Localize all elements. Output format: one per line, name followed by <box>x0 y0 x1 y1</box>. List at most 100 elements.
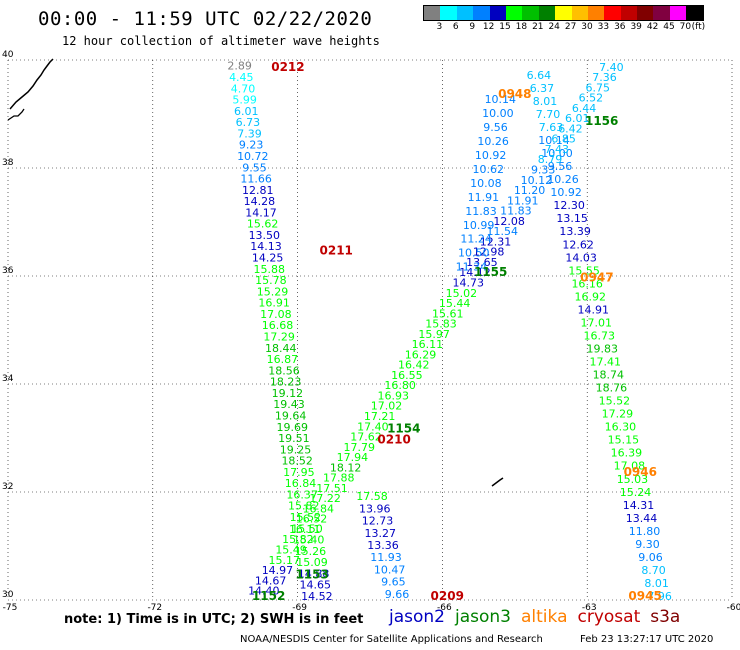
wave-height-value: 14.65 <box>300 579 332 592</box>
wave-height-value: 11.91 <box>507 194 539 207</box>
legend-tick-label: 15 <box>499 22 511 32</box>
wave-height-value: 16.29 <box>405 348 437 361</box>
generation-timestamp: Feb 23 13:27:17 UTC 2020 <box>580 634 714 645</box>
satellite-label-s3a: s3a <box>650 607 681 627</box>
wave-height-value: 11.80 <box>629 525 661 538</box>
legend-tick-label: 24 <box>548 22 560 32</box>
wave-height-value: 17.41 <box>590 356 622 369</box>
wave-height-value: 16.68 <box>262 319 294 332</box>
wave-height-value: 9.33 <box>531 164 556 177</box>
island-bermuda <box>491 477 504 487</box>
wave-height-value: 8.01 <box>644 577 669 590</box>
wave-height-value: 18.52 <box>281 455 313 468</box>
wave-height-value: 14.97 <box>262 564 294 577</box>
wave-height-value: 14.67 <box>255 574 287 587</box>
legend-tick-label: 18 <box>515 22 528 32</box>
legend-tick-label: 21 <box>532 22 544 32</box>
wave-height-value: 19.69 <box>277 421 309 434</box>
wave-height-value: 7.63 <box>539 121 564 134</box>
wave-height-value: 13.50 <box>249 229 281 242</box>
pass-time-label: 0946 <box>624 465 657 479</box>
wave-height-value: 8.79 <box>538 153 563 166</box>
wave-height-value: 18.56 <box>268 364 300 377</box>
wave-height-value: 15.82 <box>288 500 320 513</box>
wave-height-value: 10.72 <box>237 150 269 163</box>
color-legend-bar <box>423 5 704 21</box>
wave-height-value: 11.66 <box>240 173 272 186</box>
legend-swatch <box>637 6 654 20</box>
wave-height-value: 15.40 <box>293 534 325 547</box>
legend-swatch <box>587 6 605 20</box>
wave-height-value: 17.62 <box>350 431 382 444</box>
wave-height-value: 11.34 <box>456 261 488 274</box>
wave-height-value: 16.11 <box>289 523 321 536</box>
y-tick-label: 36 <box>2 266 14 276</box>
wave-height-value: 17.08 <box>614 460 646 473</box>
legend-unit: (ft) <box>691 22 706 32</box>
wave-height-value: 6.64 <box>527 69 552 82</box>
wave-height-value: 16.73 <box>584 329 616 342</box>
wave-height-value: 14.91 <box>577 303 609 316</box>
wave-height-value: 10.62 <box>473 163 505 176</box>
wave-height-value: 14.13 <box>250 240 282 253</box>
wave-height-value: 17.95 <box>283 466 315 479</box>
wave-height-value: 19.51 <box>278 432 310 445</box>
wave-height-value: 14.88 <box>298 567 330 580</box>
wave-height-value: 11.54 <box>487 225 519 238</box>
wave-height-value: 6.37 <box>530 82 555 95</box>
wave-height-value: 15.15 <box>608 434 640 447</box>
legend-swatch <box>604 6 621 20</box>
wave-height-value: 14.73 <box>452 276 484 289</box>
wave-height-value: 5.99 <box>232 94 257 107</box>
wave-height-value: 6.44 <box>572 102 597 115</box>
wave-height-value: 17.88 <box>323 472 355 485</box>
wave-height-value: 11.83 <box>465 205 497 218</box>
legend-swatch <box>686 6 703 20</box>
wave-height-value: 17.22 <box>309 492 341 505</box>
wave-height-value: 10.92 <box>475 149 507 162</box>
wave-height-value: 6.42 <box>558 122 583 135</box>
pass-time-label: 0212 <box>271 60 304 74</box>
wave-height-value: 16.87 <box>267 353 299 366</box>
wave-height-value: 16.30 <box>605 421 637 434</box>
legend-swatch <box>669 6 687 20</box>
pass-time-label: 0211 <box>320 243 353 257</box>
legend-swatch <box>424 6 441 20</box>
legend-swatch <box>440 6 457 20</box>
wave-height-value: 17.08 <box>260 308 292 321</box>
x-tick-label: -66 <box>437 603 452 613</box>
wave-height-value: 16.55 <box>391 369 423 382</box>
satellite-label-cryosat: cryosat <box>577 607 641 627</box>
wave-height-value: 10.12 <box>521 174 553 187</box>
wave-height-value: 16.84 <box>285 477 317 490</box>
wave-height-value: 18.74 <box>593 369 625 382</box>
wave-height-value: 11.20 <box>514 184 546 197</box>
legend-tick-label: 36 <box>614 22 626 32</box>
wave-height-value: 10.00 <box>482 107 514 120</box>
wave-height-value: 13.65 <box>466 256 498 269</box>
wave-height-value: 10.92 <box>550 186 582 199</box>
x-tick-label: -63 <box>582 603 597 613</box>
legend-swatch <box>522 6 539 20</box>
y-tick-label: 30 <box>2 590 14 600</box>
wave-height-value: 4.45 <box>229 71 254 84</box>
wave-height-value: 14.17 <box>245 206 277 219</box>
wave-height-value: 12.98 <box>473 246 505 259</box>
legend-tick-label: 6 <box>452 22 459 32</box>
wave-height-value: 15.62 <box>247 218 279 231</box>
wave-height-value: 11.83 <box>500 205 532 218</box>
wave-height-value: 18.12 <box>330 461 362 474</box>
wave-height-value: 7.43 <box>545 143 570 156</box>
coastline <box>7 108 25 121</box>
legend-tick-label: 39 <box>630 22 642 32</box>
wave-height-value: 15.88 <box>254 263 286 276</box>
wave-height-value: 15.02 <box>446 287 478 300</box>
wave-height-value: 17.02 <box>371 400 403 413</box>
wave-height-value: 6.52 <box>579 92 604 105</box>
wave-height-value: 16.84 <box>303 502 335 515</box>
wave-height-value: 6.01 <box>565 112 590 125</box>
wave-height-value: 17.51 <box>316 482 348 495</box>
wave-height-value: 9.30 <box>635 538 660 551</box>
wave-height-value: 17.29 <box>263 331 295 344</box>
wave-height-value: 16.39 <box>611 447 643 460</box>
